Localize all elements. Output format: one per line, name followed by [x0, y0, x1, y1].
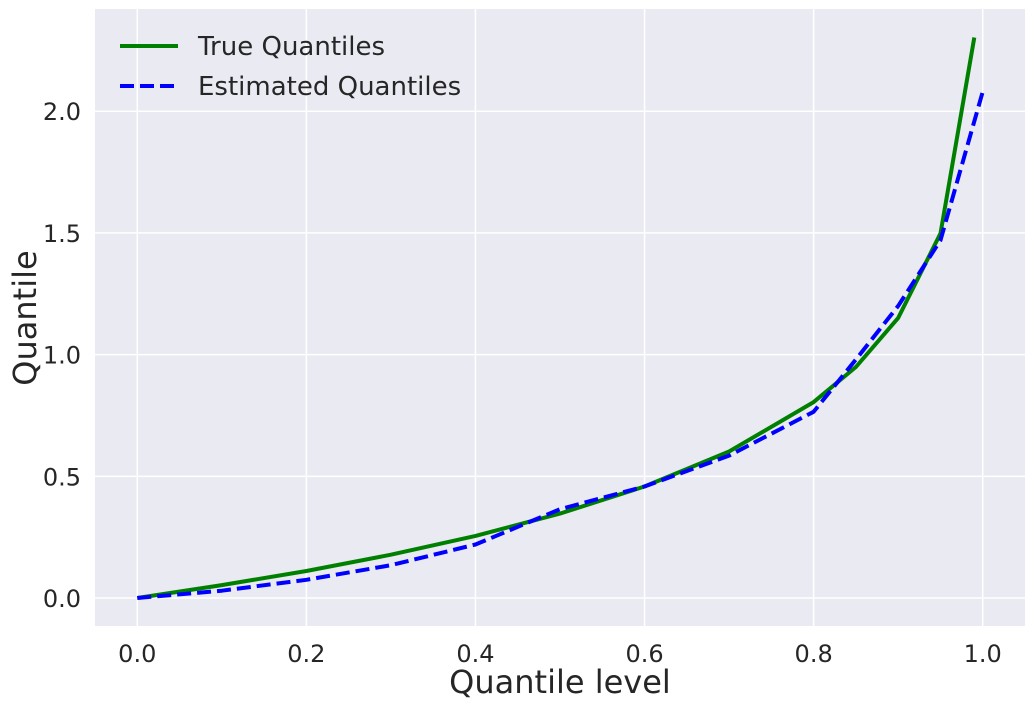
- x-tick-label: 0.4: [456, 640, 494, 668]
- y-tick-labels: 0.0 0.5 1.0 1.5 2.0: [43, 98, 81, 613]
- x-tick-label: 1.0: [964, 640, 1002, 668]
- x-tick-label: 0.6: [625, 640, 663, 668]
- x-tick-labels: 0.0 0.2 0.4 0.6 0.8 1.0: [118, 640, 1002, 668]
- y-axis-label: Quantile: [6, 250, 44, 385]
- legend-label-estimated-quantiles: Estimated Quantiles: [198, 72, 461, 102]
- x-tick-label: 0.0: [118, 640, 156, 668]
- y-tick-label: 0.5: [43, 463, 81, 491]
- y-tick-label: 2.0: [43, 98, 81, 126]
- y-tick-label: 0.0: [43, 585, 81, 613]
- y-tick-label: 1.0: [43, 342, 81, 370]
- legend-label-true-quantiles: True Quantiles: [197, 32, 385, 62]
- series-line-estimated-quantiles: [137, 91, 985, 600]
- y-tick-label: 1.5: [43, 220, 81, 248]
- legend: True Quantiles Estimated Quantiles: [120, 32, 461, 102]
- grid-lines: [95, 9, 1025, 626]
- x-tick-label: 0.2: [287, 640, 325, 668]
- x-tick-label: 0.8: [795, 640, 833, 668]
- series-lines: [136, 37, 985, 600]
- x-axis-label: Quantile level: [449, 663, 671, 701]
